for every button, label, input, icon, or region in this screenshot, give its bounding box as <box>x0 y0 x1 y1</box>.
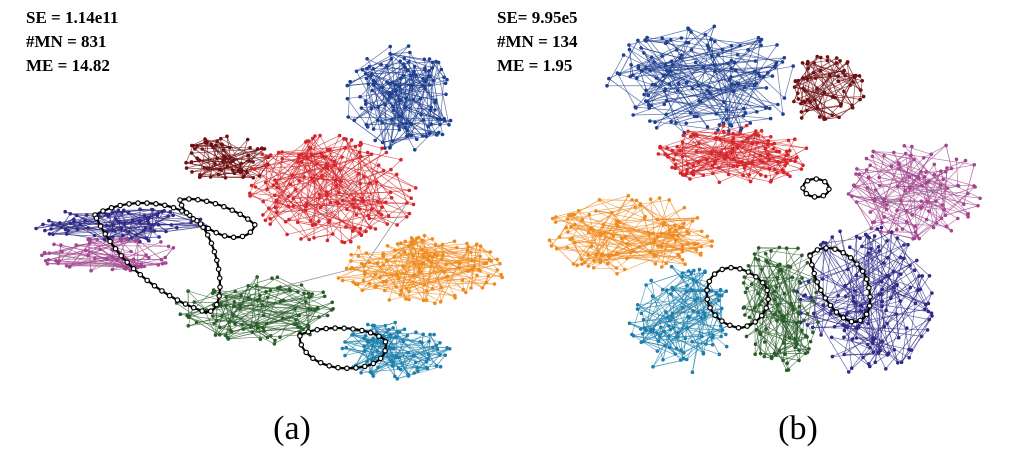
edges-a <box>35 45 503 380</box>
highlight-loops-a <box>92 196 389 372</box>
stat-mn-a: #MN = 831 <box>26 32 107 51</box>
panel-b: SE= 9.95e5 #MN = 134 ME = 1.95 <box>497 0 1035 420</box>
caption-b: (b) <box>778 410 818 447</box>
stats-block-b: SE= 9.95e5 #MN = 134 ME = 1.95 <box>497 6 578 78</box>
graph-layout-a <box>34 44 505 381</box>
stats-block-a: SE = 1.14e11 #MN = 831 ME = 14.82 <box>26 6 118 78</box>
caption-a: (a) <box>273 410 311 447</box>
nodes-b <box>547 24 982 375</box>
graph-layout-b <box>547 24 982 375</box>
stat-me-a: ME = 14.82 <box>26 56 110 75</box>
stat-mn-b: #MN = 134 <box>497 32 578 51</box>
stat-se-a: SE = 1.14e11 <box>26 8 119 27</box>
stat-se-b: SE= 9.95e5 <box>497 8 578 27</box>
stat-me-b: ME = 1.95 <box>497 56 573 75</box>
panel-a: SE = 1.14e11 #MN = 831 ME = 14.82 <box>0 0 535 420</box>
nodes-a <box>34 44 505 381</box>
highlight-loops-b <box>704 176 873 331</box>
